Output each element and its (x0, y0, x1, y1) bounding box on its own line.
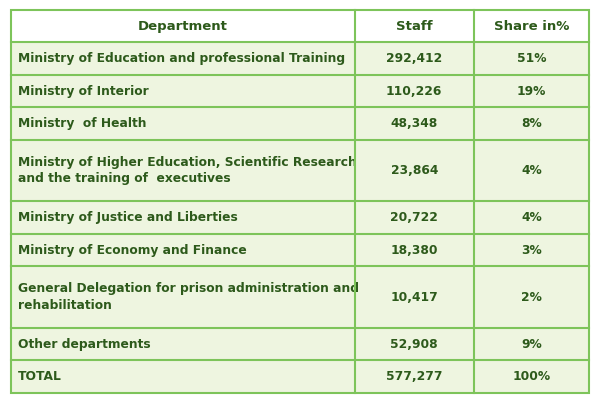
Text: 9%: 9% (521, 338, 542, 350)
Bar (11, 201, 589, 234)
Text: Ministry of Economy and Finance: Ministry of Economy and Finance (18, 244, 247, 257)
Text: 51%: 51% (517, 52, 546, 65)
Bar (11, 75, 589, 108)
Text: 4%: 4% (521, 164, 542, 177)
Bar (11, 42, 589, 75)
Text: 2%: 2% (521, 290, 542, 304)
Text: 4%: 4% (521, 211, 542, 224)
Text: Ministry of Justice and Liberties: Ministry of Justice and Liberties (18, 211, 238, 224)
Bar (11, 266, 589, 328)
Bar (11, 10, 589, 42)
Text: 52,908: 52,908 (391, 338, 438, 350)
Text: Share in%: Share in% (494, 20, 569, 33)
Text: 110,226: 110,226 (386, 85, 442, 98)
Text: 100%: 100% (512, 370, 550, 383)
Bar (11, 108, 589, 140)
Text: 292,412: 292,412 (386, 52, 442, 65)
Bar (11, 234, 589, 266)
Text: Ministry of Interior: Ministry of Interior (18, 85, 149, 98)
Text: 19%: 19% (517, 85, 546, 98)
Text: 8%: 8% (521, 117, 542, 130)
Text: Ministry of Education and professional Training: Ministry of Education and professional T… (18, 52, 345, 65)
Text: Ministry of Higher Education, Scientific Research
and the training of  executive: Ministry of Higher Education, Scientific… (18, 156, 357, 186)
Bar (11, 360, 589, 393)
Text: 20,722: 20,722 (390, 211, 438, 224)
Text: Other departments: Other departments (18, 338, 151, 350)
Bar (11, 140, 589, 201)
Text: TOTAL: TOTAL (18, 370, 62, 383)
Bar (11, 328, 589, 360)
Text: 10,417: 10,417 (391, 290, 438, 304)
Text: 3%: 3% (521, 244, 542, 257)
Text: General Delegation for prison administration and
rehabilitation: General Delegation for prison administra… (18, 282, 359, 312)
Text: 18,380: 18,380 (391, 244, 438, 257)
Text: 48,348: 48,348 (391, 117, 438, 130)
Text: Ministry  of Health: Ministry of Health (18, 117, 146, 130)
Text: 23,864: 23,864 (391, 164, 438, 177)
Text: Department: Department (138, 20, 228, 33)
Text: Staff: Staff (396, 20, 433, 33)
Text: 577,277: 577,277 (386, 370, 442, 383)
